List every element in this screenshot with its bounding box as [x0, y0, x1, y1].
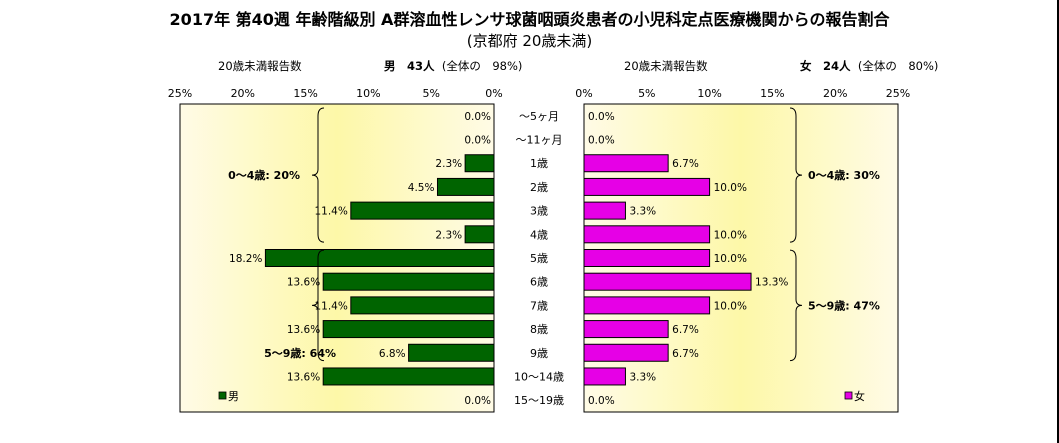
female-x-tick-label: 10% [697, 87, 721, 100]
male-data-label: 13.6% [287, 324, 320, 336]
female-bar [583, 249, 711, 267]
female-data-label: 10.0% [714, 182, 747, 194]
female-annotation-brace [789, 249, 803, 362]
category-label: 1歳 [530, 157, 548, 170]
female-data-label: 10.0% [714, 229, 747, 241]
female-x-tick-label: 20% [823, 87, 847, 100]
male-data-label: 2.3% [435, 229, 462, 241]
male-x-tick-label: 15% [293, 87, 317, 100]
female-x-tick-label: 0% [575, 87, 592, 100]
male-x-tick-label: 25% [168, 87, 192, 100]
category-label: 5歳 [530, 252, 548, 265]
female-annotation-brace [789, 107, 803, 243]
male-count: 男 43人 [384, 59, 435, 73]
male-bar [322, 367, 495, 386]
female-data-label: 0.0% [588, 111, 615, 123]
male-annotation-brace [311, 107, 325, 243]
female-bar [583, 367, 626, 386]
female-bar [583, 272, 752, 291]
female-bar [583, 320, 669, 339]
female-report-label: 20歳未満報告数 [624, 59, 708, 73]
category-label: 6歳 [530, 276, 548, 289]
male-data-label: 13.6% [287, 277, 320, 289]
female-data-label: 0.0% [588, 395, 615, 407]
male-report-label: 20歳未満報告数 [218, 59, 302, 73]
male-share: (全体の 98%) [441, 59, 523, 73]
male-annotation-brace [311, 249, 325, 362]
female-x-tick-label: 25% [886, 87, 910, 100]
male-bar [464, 154, 495, 173]
female-count: 女 24人 [800, 59, 851, 73]
male-x-tick-label: 0% [485, 87, 502, 100]
male-bar [350, 201, 495, 220]
male-data-label: 0.0% [464, 135, 491, 147]
window-edge [1057, 0, 1059, 443]
page-title: 2017年 第40週 年齢階級別 A群溶血性レンサ球菌咽頭炎患者の小児科定点医療… [169, 10, 890, 29]
male-data-label: 0.0% [464, 111, 491, 123]
female-share: (全体の 80%) [857, 59, 939, 73]
male-data-label: 13.6% [287, 371, 320, 383]
male-summary: 男 43人 (全体の 98%) [384, 58, 522, 74]
female-bar [583, 343, 669, 362]
female-legend-swatch [844, 391, 853, 400]
male-x-tick-label: 10% [356, 87, 380, 100]
category-label: 8歳 [530, 323, 548, 336]
female-x-tick-label: 15% [760, 87, 784, 100]
female-data-label: 10.0% [714, 300, 747, 312]
male-bar [436, 177, 495, 196]
category-label: ～5ヶ月 [519, 110, 559, 123]
male-x-tick-label: 5% [422, 87, 439, 100]
category-label: 3歳 [530, 205, 548, 218]
male-annotation-label: 0～4歳: 20% [228, 168, 300, 182]
category-label: ～11ヶ月 [516, 134, 563, 147]
male-bar [408, 343, 495, 362]
female-data-label: 3.3% [629, 206, 656, 218]
male-annotation-label: 5～9歳: 64% [264, 346, 336, 360]
male-data-label: 2.3% [435, 158, 462, 170]
female-bar [583, 296, 711, 315]
male-data-label: 11.4% [314, 206, 347, 218]
male-data-label: 11.4% [314, 300, 347, 312]
female-data-label: 0.0% [588, 135, 615, 147]
category-label: 2歳 [530, 181, 548, 194]
male-legend-label: 男 [228, 390, 239, 403]
female-legend-label: 女 [854, 389, 865, 403]
female-bar [583, 177, 711, 196]
male-bar [264, 249, 495, 267]
female-data-label: 6.7% [672, 348, 699, 360]
female-data-label: 6.7% [672, 324, 699, 336]
category-label: 15～19歳 [514, 394, 564, 407]
female-bar [583, 201, 626, 220]
female-x-tick-label: 5% [638, 87, 655, 100]
female-data-label: 3.3% [629, 371, 656, 383]
female-data-label: 13.3% [755, 277, 788, 289]
category-label: 10～14歳 [514, 370, 564, 383]
female-annotation-label: 5～9歳: 47% [808, 298, 880, 312]
male-legend-swatch [218, 391, 227, 400]
female-bar [583, 154, 669, 173]
female-summary: 女 24人 (全体の 80%) [800, 58, 938, 74]
male-bar [322, 272, 495, 291]
female-data-label: 6.7% [672, 158, 699, 170]
female-data-label: 10.0% [714, 253, 747, 265]
male-data-label: 18.2% [229, 253, 262, 265]
male-bar [322, 320, 495, 339]
female-bar [583, 225, 711, 244]
male-data-label: 4.5% [408, 182, 435, 194]
male-data-label: 0.0% [464, 395, 491, 407]
category-label: 4歳 [530, 228, 548, 241]
female-annotation-label: 0～4歳: 30% [808, 168, 880, 182]
page-subtitle: (京都府 20歳未満) [466, 32, 593, 50]
category-label: 9歳 [530, 347, 548, 360]
male-data-label: 6.8% [379, 348, 406, 360]
male-x-tick-label: 20% [231, 87, 255, 100]
category-label: 7歳 [530, 299, 548, 312]
male-bar [350, 296, 495, 315]
male-bar [464, 225, 495, 244]
